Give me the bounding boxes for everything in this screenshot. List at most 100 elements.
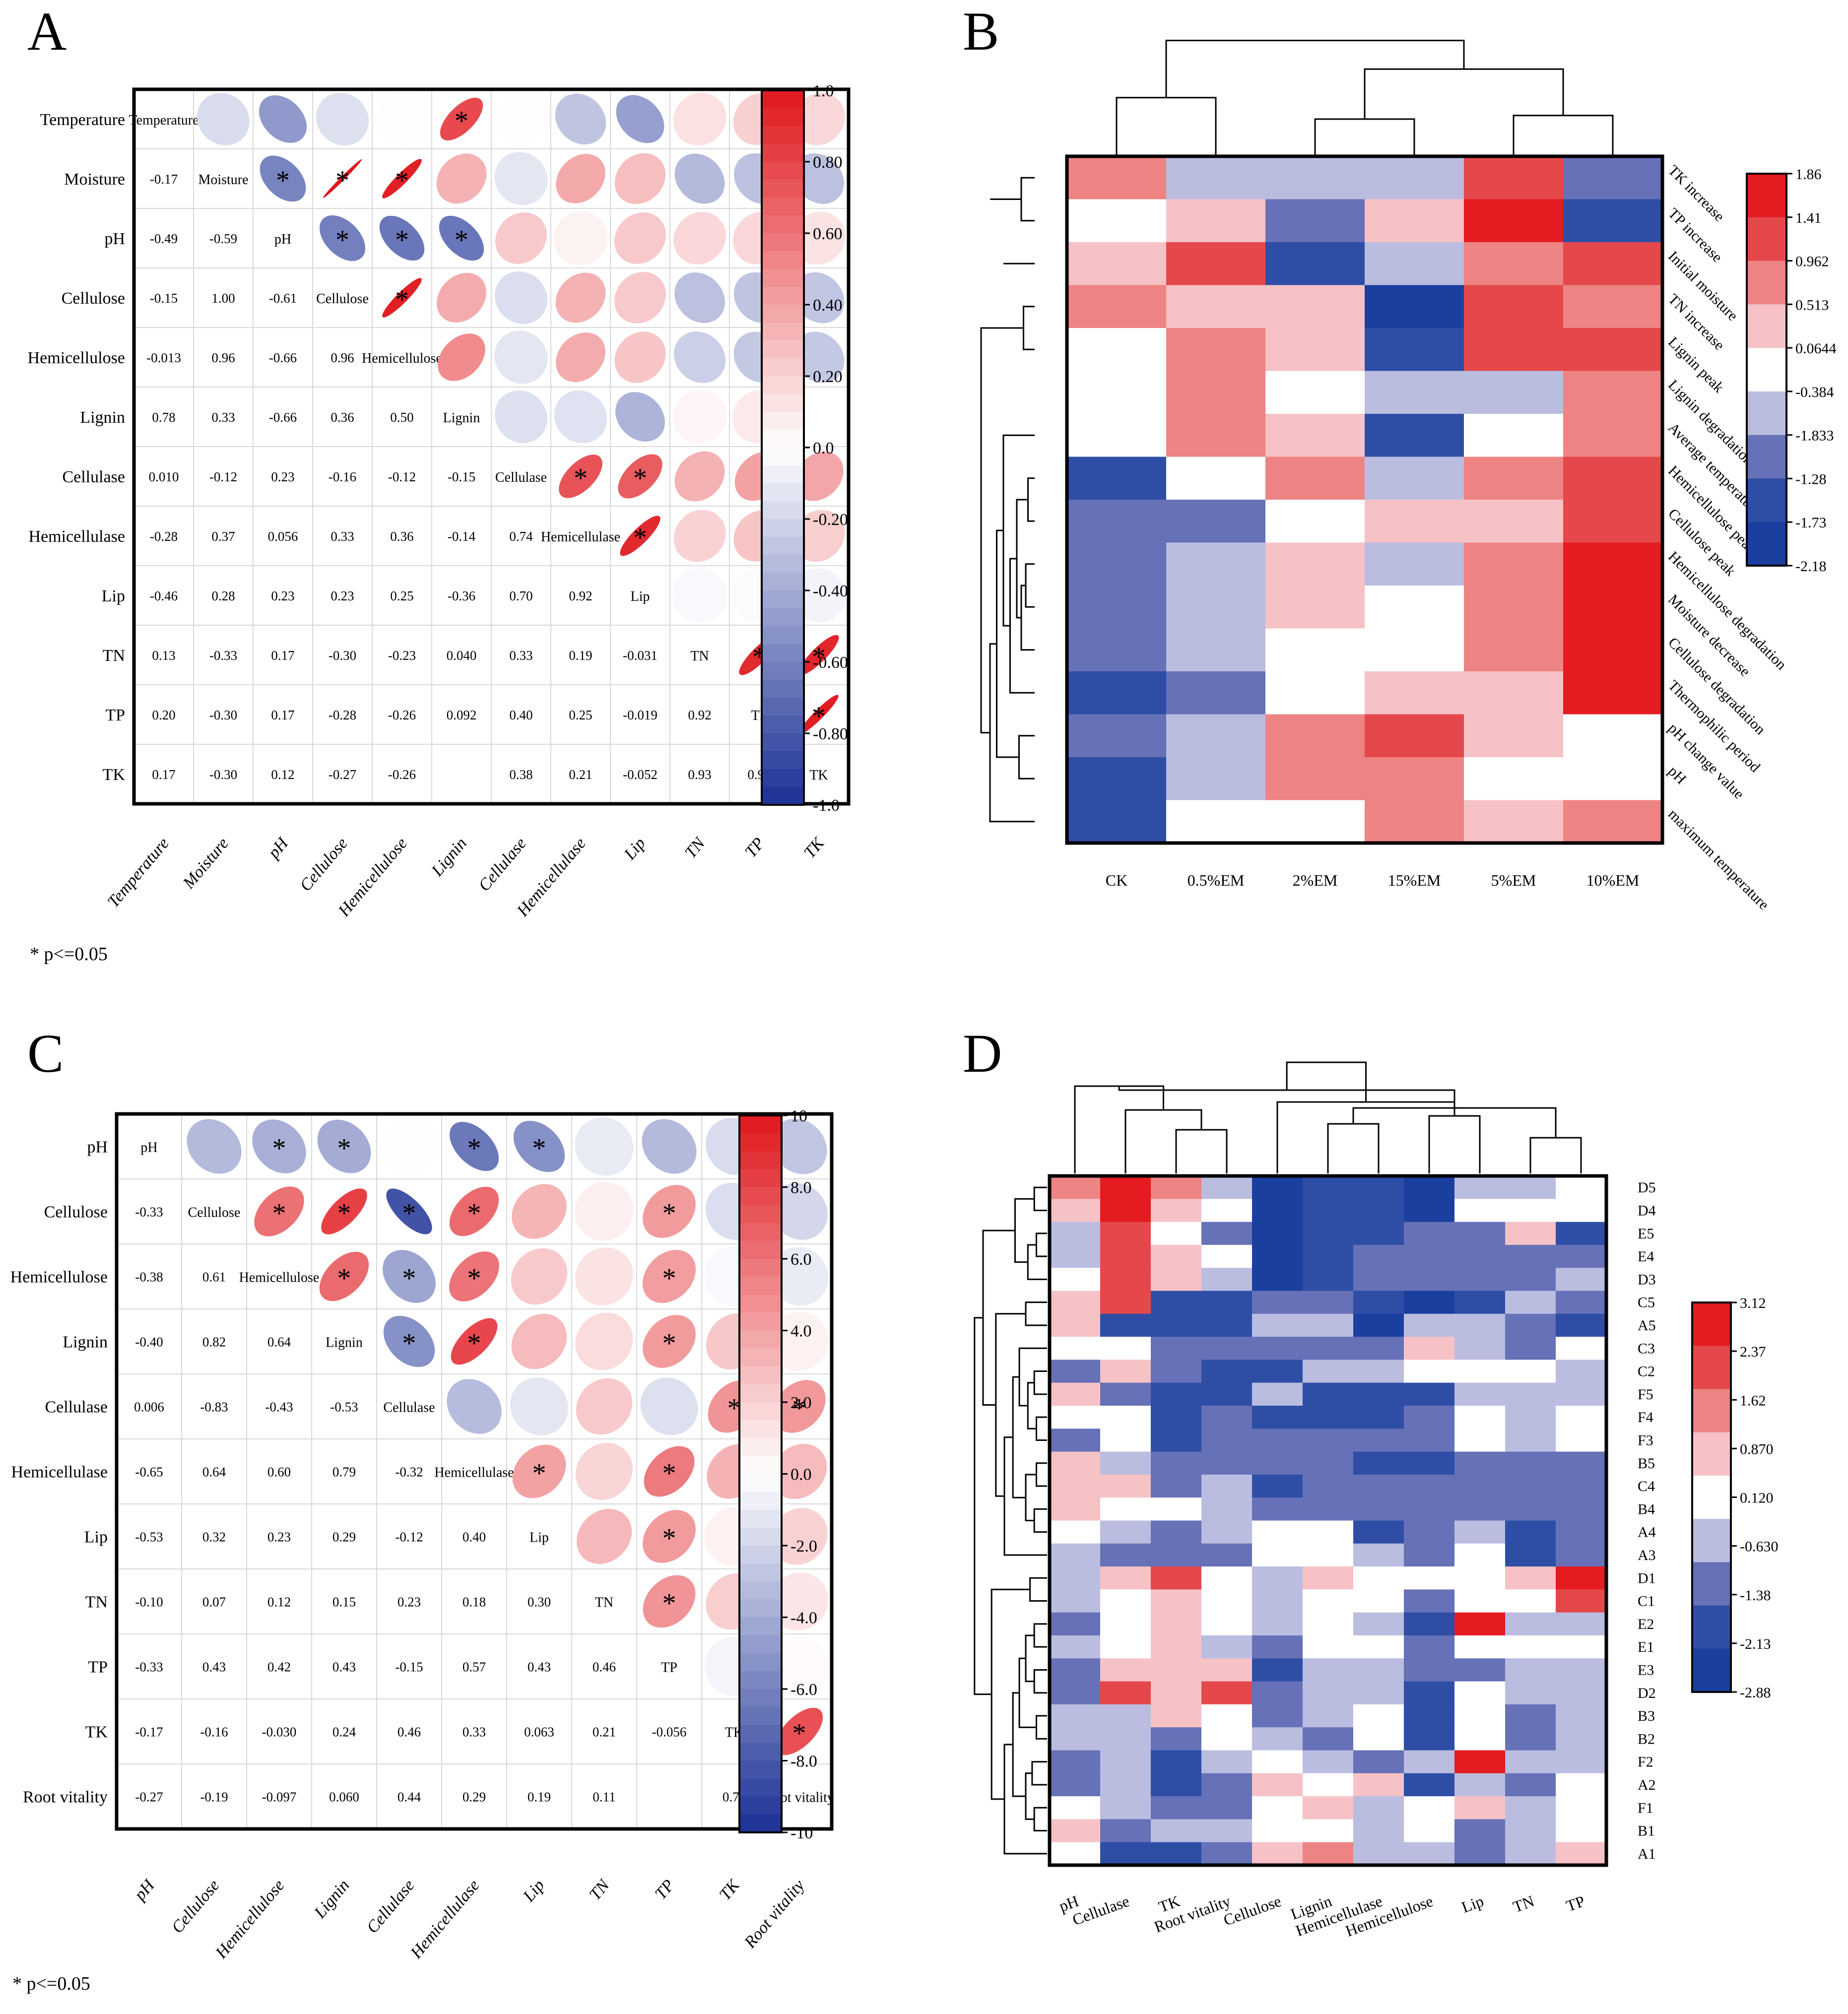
significance-star: * — [455, 225, 468, 256]
heatmap-cell — [1563, 242, 1663, 285]
heatmap-cell — [1252, 1474, 1303, 1498]
correlation-ellipse — [556, 332, 605, 382]
colorbar-tick-label: 2.0 — [791, 1394, 812, 1412]
diagonal-label: TK — [809, 768, 828, 783]
heatmap-cell — [1067, 199, 1167, 243]
colorbar-segment — [739, 1707, 782, 1726]
heatmap-cell — [1556, 1566, 1607, 1590]
panel-label-d: D — [963, 1023, 1002, 1084]
correlation-ellipse — [673, 510, 726, 562]
heatmap-cell — [1365, 628, 1464, 672]
row-label: Moisture — [64, 170, 125, 189]
colorbar-segment — [762, 626, 804, 645]
heatmap-cell — [1303, 1429, 1354, 1452]
heatmap-cell — [1166, 199, 1266, 243]
legend-swatch — [1747, 348, 1786, 392]
heatmap-cell — [1353, 1382, 1404, 1406]
correlation-value: -0.019 — [623, 708, 658, 722]
row-label: B4 — [1638, 1501, 1655, 1517]
heatmap-cell — [1201, 1750, 1253, 1774]
heatmap-cell — [1505, 1360, 1556, 1383]
heatmap-cell — [1252, 1842, 1303, 1866]
colorbar-tick-label: 0.0 — [813, 439, 834, 457]
heatmap-cell — [1505, 1842, 1556, 1866]
significance-star: * — [792, 1718, 806, 1749]
heatmap-cell — [1353, 1451, 1404, 1475]
correlation-ellipse — [672, 568, 727, 623]
heatmap-cell — [1353, 1313, 1404, 1337]
legend-swatch — [1747, 522, 1786, 566]
colorbar-segment — [739, 1438, 782, 1457]
correlation-value: -0.10 — [135, 1595, 163, 1610]
heatmap-cell — [1303, 1796, 1354, 1819]
correlation-value: -0.12 — [209, 469, 237, 484]
row-label: pH — [104, 230, 125, 248]
row-label: D1 — [1638, 1570, 1656, 1586]
heatmap-cell — [1050, 1451, 1101, 1475]
heatmap-cell — [1252, 1681, 1303, 1705]
correlation-ellipse — [436, 153, 487, 204]
heatmap-cell — [1303, 1842, 1354, 1866]
heatmap-cell — [1556, 1842, 1607, 1866]
heatmap-cell — [1505, 1750, 1556, 1774]
heatmap-cell — [1505, 1199, 1556, 1223]
heatmap-cell — [1303, 1635, 1354, 1659]
correlation-value: -0.14 — [448, 529, 476, 544]
correlation-ellipse — [618, 454, 662, 499]
heatmap-cell — [1563, 714, 1663, 758]
colorbar-segment — [762, 269, 804, 287]
correlation-value: -0.26 — [388, 767, 416, 782]
heatmap-cell — [1100, 1244, 1151, 1268]
correlation-value: 0.21 — [569, 767, 592, 782]
heatmap-cell — [1404, 1658, 1455, 1682]
colorbar-segment — [739, 1133, 782, 1152]
correlation-ellipse — [386, 1188, 432, 1234]
heatmap-cell — [1100, 1566, 1151, 1590]
correlation-ellipse — [775, 1707, 823, 1755]
legend-swatch — [1692, 1302, 1731, 1346]
diagonal-label: Cellulose — [316, 291, 369, 307]
legend-label: -1.73 — [1795, 515, 1827, 531]
correlation-ellipse — [451, 1318, 498, 1365]
correlation-ellipse — [510, 1377, 568, 1435]
correlation-ellipse — [439, 215, 484, 261]
heatmap-cell — [1151, 1635, 1202, 1659]
correlation-value: 0.21 — [593, 1725, 616, 1740]
correlation-value: 0.32 — [202, 1530, 226, 1545]
correlation-ellipse — [616, 95, 664, 143]
correlation-value: 0.060 — [329, 1790, 359, 1805]
heatmap-cell — [1151, 1406, 1202, 1429]
heatmap-cell — [1201, 1727, 1253, 1751]
heatmap-cell — [1100, 1199, 1151, 1223]
colorbar-segment — [739, 1617, 782, 1636]
heatmap-cell — [1067, 757, 1167, 800]
heatmap-cell — [1100, 1842, 1151, 1866]
correlation-ellipse — [793, 272, 845, 324]
colorbar-segment — [762, 769, 804, 787]
heatmap-cell — [1556, 1199, 1607, 1223]
legend-frame — [1746, 173, 1787, 567]
panel-label-a: A — [27, 1, 66, 62]
heatmap-cell — [1265, 199, 1365, 243]
row-label: C4 — [1638, 1478, 1655, 1494]
correlation-value: 0.19 — [528, 1790, 551, 1805]
correlation-value: 0.46 — [593, 1660, 616, 1675]
heatmap-cell — [1454, 1658, 1506, 1682]
heatmap-cell — [1505, 1313, 1556, 1337]
heatmap-cell — [1201, 1268, 1253, 1291]
correlation-value: 0.64 — [267, 1335, 291, 1350]
colorbar-segment — [739, 1671, 782, 1689]
colorbar-segment — [739, 1277, 782, 1296]
correlation-ellipse — [575, 1117, 634, 1176]
correlation-ellipse — [440, 97, 483, 141]
heatmap-frame — [1065, 154, 1664, 845]
heatmap-cell — [1556, 1589, 1607, 1613]
heatmap-cell — [1166, 328, 1266, 371]
heatmap-cell — [1365, 500, 1464, 543]
heatmap-cell — [1303, 1819, 1354, 1843]
correlation-value: 0.33 — [462, 1725, 486, 1740]
heatmap-cell — [1303, 1658, 1354, 1682]
heatmap-cell — [1303, 1681, 1354, 1705]
heatmap-cell — [1067, 156, 1167, 199]
colorbar-segment — [739, 1402, 782, 1421]
